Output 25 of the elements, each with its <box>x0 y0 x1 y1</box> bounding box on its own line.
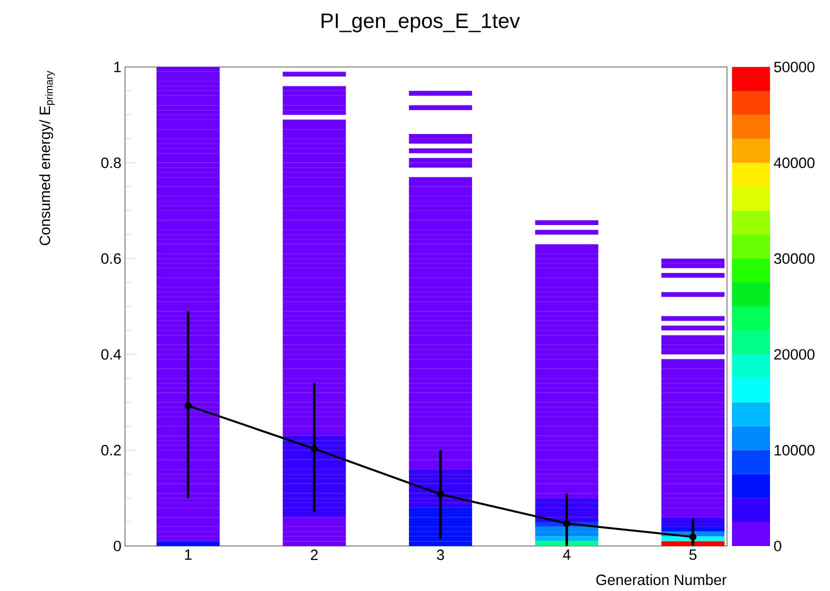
chart-title: PI_gen_epos_E_1tev <box>322 14 520 32</box>
point <box>689 533 697 540</box>
point <box>310 445 318 452</box>
y-tick-label: 0 <box>114 540 121 552</box>
y-axis-title: Consumed energy/ E$_{primary}$ <box>39 70 55 246</box>
x-tick-label: 2 <box>310 550 318 560</box>
color-bar-label: 30000 <box>774 253 814 264</box>
y-tick-label: 1 <box>114 62 121 72</box>
point <box>436 490 444 498</box>
color-bar-label: 20000 <box>774 349 814 360</box>
point <box>563 520 570 528</box>
y-tick-label: 0.4 <box>101 349 122 360</box>
y-tick-label: 0.2 <box>101 444 121 456</box>
x-axis-title: Generation Number <box>596 574 727 586</box>
color-bar-label: 50000 <box>774 62 814 72</box>
x-tick-label: 4 <box>562 550 570 560</box>
point <box>184 402 192 410</box>
color-bar-label: 10000 <box>774 444 814 456</box>
x-tick-label: 1 <box>185 550 192 560</box>
y-tick-label: 0.8 <box>101 157 121 168</box>
y-tick-label: 0.6 <box>101 253 121 264</box>
color-bar-label: 40000 <box>774 157 814 168</box>
x-tick-label: 5 <box>689 550 696 560</box>
color-bar-label: 0 <box>774 540 782 552</box>
x-tick-label: 3 <box>436 550 444 560</box>
